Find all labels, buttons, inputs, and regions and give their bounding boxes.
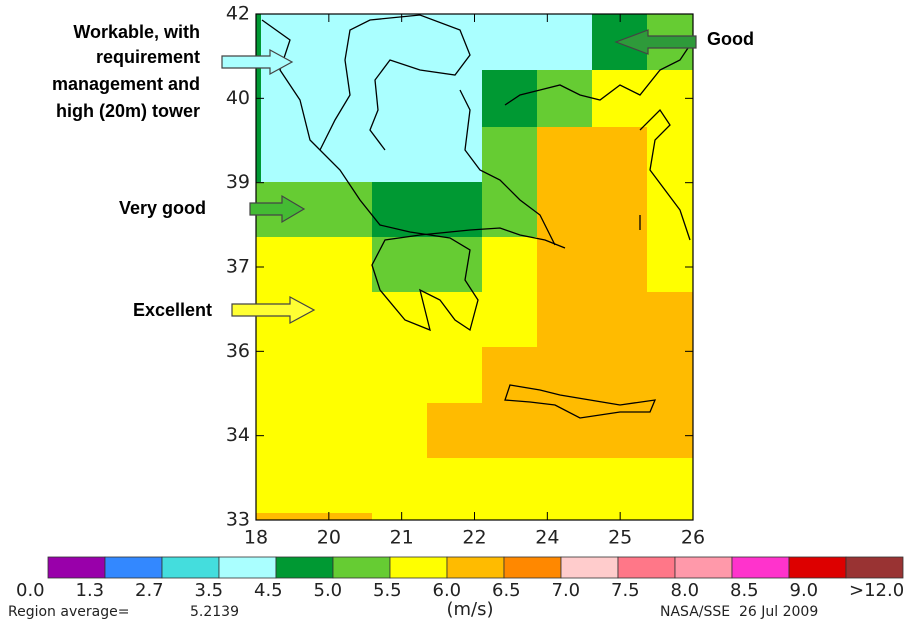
arrows (221, 29, 697, 325)
x-tick-label: 26 (681, 527, 705, 549)
legend-swatch (389, 556, 448, 579)
annotation: Very good (119, 198, 206, 218)
annotation: management and (52, 74, 200, 94)
region-average-label: Region average= (8, 604, 129, 620)
legend-swatch (788, 556, 847, 579)
legend-label: 6.0 (433, 580, 462, 601)
x-tick-label: 21 (390, 527, 414, 549)
legend-label: 8.5 (730, 580, 759, 601)
region-average-value: 5.2139 (190, 604, 239, 620)
legend-swatch (446, 556, 505, 579)
y-tick-label: 42 (226, 3, 250, 25)
annotation: Good (707, 29, 754, 49)
annotation: requirement (96, 47, 200, 67)
map-cells (256, 14, 693, 520)
legend-swatch (332, 556, 391, 579)
legend-label: 6.5 (492, 580, 521, 601)
unit-label: (m/s) (446, 599, 493, 620)
y-tick-label: 37 (226, 256, 250, 278)
legend-label: 2.7 (135, 580, 164, 601)
x-tick-label: 20 (317, 527, 341, 549)
legend-swatch (503, 556, 562, 579)
source-label: NASA/SSE 26 Jul 2009 (660, 604, 818, 620)
legend-label: 0.0 (16, 580, 45, 601)
legend-label: 7.0 (552, 580, 581, 601)
legend-swatch (275, 556, 334, 579)
legend-swatch (560, 556, 619, 579)
legend-swatch (161, 556, 220, 579)
y-tick-label: 36 (226, 340, 250, 362)
x-tick-label: 24 (535, 527, 559, 549)
legend-label: 8.0 (671, 580, 700, 601)
legend-label: 1.3 (76, 580, 105, 601)
legend-label: 5.0 (314, 580, 343, 601)
y-tick-label: 39 (226, 171, 250, 193)
x-tick-label: 22 (462, 527, 486, 549)
x-tick-label: 25 (608, 527, 632, 549)
y-tick-label: 33 (226, 509, 250, 531)
annotation: Workable, with (73, 22, 200, 42)
x-tick-label: 18 (244, 527, 268, 549)
legend-label: 4.5 (254, 580, 283, 601)
legend-label: >12.0 (849, 580, 904, 601)
coastlines (261, 14, 691, 419)
legend-swatch (731, 556, 790, 579)
color-legend: 0.0 1.3 2.7 3.5 4.5 5.0 5.5 6.0 6.5 7.0 7.5 8.0 8.5 9… (16, 556, 904, 601)
axis-ticks: 18 20 21 22 24 25 26 42 40 39 37 36 34 33 (226, 3, 705, 549)
legend-swatch (617, 556, 676, 579)
annotation: Excellent (133, 300, 212, 320)
legend-label: 7.5 (611, 580, 640, 601)
annotation: high (20m) tower (56, 101, 200, 121)
legend-swatch (218, 556, 277, 579)
legend-label: 3.5 (195, 580, 224, 601)
legend-swatch (845, 556, 904, 579)
legend-swatch (674, 556, 733, 579)
legend-label: 5.5 (373, 580, 402, 601)
legend-swatch (104, 556, 163, 579)
legend-swatch (47, 556, 106, 579)
y-tick-label: 34 (226, 424, 250, 446)
legend-label: 9.0 (790, 580, 819, 601)
y-tick-label: 40 (226, 87, 250, 109)
